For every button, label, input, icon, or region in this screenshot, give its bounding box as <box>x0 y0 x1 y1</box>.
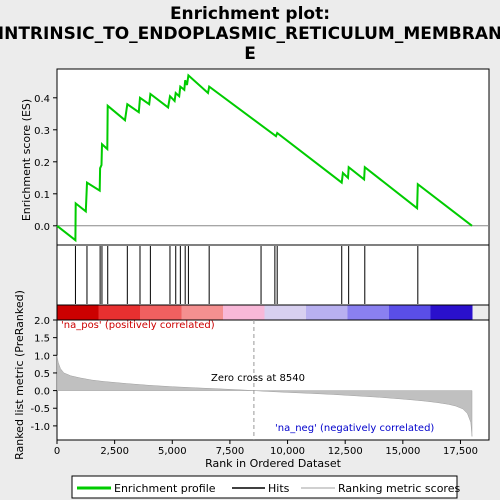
ranking-metric-area <box>56 355 473 437</box>
x-tick-label: 0 <box>54 446 60 457</box>
metric-y-tick-label: 1.5 <box>34 334 50 345</box>
x-tick-label: 15,000 <box>385 446 420 457</box>
metric-y-tick-label: 2.0 <box>34 316 50 327</box>
colorbar-segment <box>306 305 348 320</box>
colorbar-segment <box>140 305 182 320</box>
es-y-tick-label: 0.1 <box>34 190 50 201</box>
legend-box <box>71 475 458 499</box>
positive-correlation-label: 'na_pos' (positively correlated) <box>61 320 215 331</box>
metric-y-tick-label: 0.0 <box>34 387 50 398</box>
colorbar-segment <box>223 305 265 320</box>
es-y-tick-label: 0.2 <box>34 158 50 169</box>
hits-panel-frame <box>56 244 490 306</box>
x-tick-label: 5,000 <box>158 446 187 457</box>
legend-entry-ranking-metric: Ranking metric scores <box>338 482 460 495</box>
x-axis-ticks: 0 2,500 5,000 7,500 10,000 12,500 15,000 17,500 <box>54 440 478 457</box>
es-y-tick-label: 0.4 <box>34 94 50 105</box>
metric-y-tick-label: 1.0 <box>34 351 50 362</box>
x-axis-label: Rank in Ordered Dataset <box>205 457 342 470</box>
chart-title-line-2: INTRINSIC_TO_ENDOPLASMIC_RETICULUM_MEMBR… <box>0 24 500 44</box>
colorbar-segment <box>264 305 307 320</box>
metric-y-tick-label: -1.0 <box>30 422 50 433</box>
enrichment-profile-path <box>56 73 473 243</box>
legend: Enrichment profile Hits Ranking metric s… <box>71 475 460 499</box>
negative-correlation-label: 'na_neg' (negatively correlated) <box>275 423 434 434</box>
es-y-axis-label: Enrichment score (ES) <box>20 99 33 221</box>
colorbar-segment <box>57 305 99 320</box>
es-y-tick-label: 0.3 <box>34 126 50 137</box>
metric-y-tick-label: 0.5 <box>34 369 50 380</box>
x-tick-label: 17,500 <box>443 446 478 457</box>
x-tick-label: 12,500 <box>328 446 363 457</box>
es-panel-frame <box>56 68 490 246</box>
chart-title-line-3: E <box>244 44 256 64</box>
rank-colorbar <box>56 304 490 321</box>
metric-y-tick-label: -0.5 <box>30 404 50 415</box>
hit-lines <box>74 246 419 304</box>
metric-y-axis-label: Ranked list metric (PreRanked) <box>13 290 26 460</box>
ranking-metric-fill <box>56 355 473 437</box>
legend-entry-hits: Hits <box>268 482 290 495</box>
enrichment-profile-line <box>56 73 473 243</box>
x-tick-label: 2,500 <box>100 446 129 457</box>
legend-entry-enrichment-profile: Enrichment profile <box>114 482 216 495</box>
colorbar-segment <box>181 305 224 320</box>
metric-y-axis-ticks: 2.0 1.5 1.0 0.5 0.0 -0.5 -1.0 <box>30 316 57 433</box>
zero-cross-annotation: Zero cross at 8540 <box>211 373 305 384</box>
x-tick-label: 7,500 <box>216 446 245 457</box>
x-tick-label: 10,000 <box>270 446 305 457</box>
es-y-axis-ticks: 0.0 0.1 0.2 0.3 0.4 <box>34 94 57 233</box>
chart-title-line-1: Enrichment plot: <box>170 4 330 24</box>
es-y-tick-label: 0.0 <box>34 222 50 233</box>
metric-panel-frame <box>56 319 490 441</box>
colorbar-segment <box>98 305 141 320</box>
colorbar-segment <box>430 305 473 320</box>
colorbar-segment <box>347 305 390 320</box>
colorbar-segment <box>389 305 431 320</box>
